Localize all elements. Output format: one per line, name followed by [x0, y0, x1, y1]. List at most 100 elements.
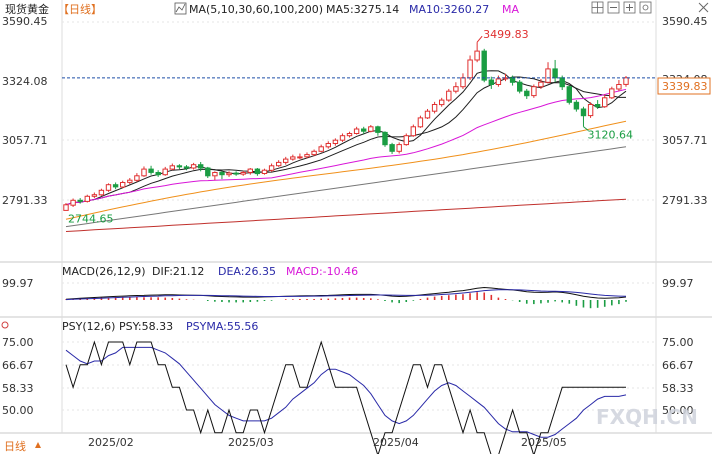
candle-body: [594, 104, 601, 108]
candle-body: [488, 79, 495, 85]
candle-body: [481, 50, 487, 81]
ma-line-ma60: [65, 120, 627, 220]
last-price-tag: [657, 77, 711, 95]
candle-body: [134, 175, 140, 181]
x-axis-label: 2025/03: [228, 436, 274, 449]
candle-body: [382, 131, 388, 146]
period-selector[interactable]: 日线: [4, 439, 41, 453]
candle-body: [70, 199, 76, 206]
recent-low-annotation: 3120.64: [587, 129, 633, 142]
close-icon[interactable]: [698, 2, 709, 13]
candle-body: [283, 158, 289, 163]
candle-body: [623, 77, 629, 85]
high-annotation: 3499.83: [483, 28, 529, 41]
psy-tick-right: 58.33: [662, 382, 694, 395]
candle-body: [268, 165, 275, 171]
candle-body: [587, 104, 594, 117]
grid-icon[interactable]: [591, 1, 604, 14]
candle-body: [517, 81, 523, 92]
ma-line-ma200: [65, 198, 627, 232]
psy-tick-right: 50.00: [662, 404, 694, 417]
candle-body: [431, 104, 438, 112]
candle-body: [531, 86, 537, 97]
period-selector-label[interactable]: 日线: [4, 439, 26, 453]
candle-body: [545, 68, 551, 83]
candle-body: [290, 156, 296, 160]
candle-body: [361, 128, 367, 132]
macd-title: MACD(26,12,9): [62, 265, 146, 278]
candle-body: [616, 84, 622, 90]
candle-body: [509, 77, 516, 83]
candle-body: [573, 101, 580, 110]
instrument-name: 现货黄金: [5, 2, 49, 16]
ma-line-ma30: [65, 88, 627, 206]
triangle-up-icon[interactable]: [35, 442, 41, 448]
candle-body: [467, 59, 473, 79]
ma-more-label: MA: [502, 3, 519, 16]
price-tick-left: 2791.33: [2, 194, 48, 207]
psy-value: PSY:58.33: [119, 320, 173, 333]
candle-body: [190, 164, 197, 169]
macd-dea-value: DEA:26.35: [218, 265, 276, 278]
price-tick-left: 3057.71: [2, 134, 48, 147]
candle-body: [148, 168, 154, 173]
candle-body: [276, 161, 282, 167]
candle-body: [98, 189, 105, 196]
settings-small-icon[interactable]: [1, 321, 9, 329]
candle-body: [105, 184, 112, 191]
minus-icon[interactable]: [607, 1, 620, 14]
candle-body: [566, 86, 572, 103]
price-tick-right: 3057.71: [662, 134, 708, 147]
ma-line-ma100: [65, 146, 627, 228]
candle-body: [410, 126, 417, 137]
price-tick-right: 2791.33: [662, 194, 708, 207]
candle-body: [198, 164, 204, 169]
macd-dif-value: DIF:21.12: [152, 265, 204, 278]
candle-body: [120, 182, 126, 188]
price-grid: [62, 21, 656, 201]
candle-body: [552, 68, 558, 79]
candle-body: [460, 77, 466, 88]
candle-body: [91, 194, 98, 197]
candle-body: [439, 99, 445, 106]
settings-icon[interactable]: [639, 1, 652, 14]
candle-body: [63, 204, 69, 211]
macd-tick-left: 99.97: [2, 277, 34, 290]
candle-body: [162, 168, 168, 176]
watermark: FXQH.CN: [596, 405, 698, 429]
plus-icon[interactable]: [623, 1, 636, 14]
candle-body: [226, 172, 232, 176]
psy-line: [65, 340, 626, 457]
candle-body: [169, 165, 176, 170]
candlesticks: [63, 42, 629, 211]
x-axis-label: 2025/02: [88, 436, 134, 449]
psy-tick-left: 66.67: [2, 359, 34, 372]
candle-body: [602, 97, 608, 108]
price-tick-left: 3324.08: [2, 75, 48, 88]
psy-tick-left: 50.00: [2, 404, 34, 417]
candle-body: [424, 110, 431, 119]
candle-body: [332, 139, 339, 144]
candle-body: [403, 135, 410, 146]
candle-body: [240, 172, 246, 175]
candle-body: [112, 184, 119, 188]
period-label[interactable]: 【日线】: [58, 2, 102, 16]
ma-toggle-icon[interactable]: [174, 2, 187, 15]
candle-body: [155, 172, 161, 176]
macd-dea-line: [65, 289, 627, 301]
candle-body: [609, 88, 615, 99]
ma-line-ma10: [65, 76, 626, 206]
psy-tick-left: 58.33: [2, 382, 34, 395]
candle-body: [353, 128, 360, 134]
macd-dif-line: [65, 286, 627, 300]
psyma-value: PSYMA:55.56: [186, 320, 258, 333]
candle-body: [261, 169, 268, 174]
candle-body: [474, 50, 480, 61]
candle-body: [304, 154, 310, 158]
candle-body: [495, 78, 502, 86]
candle-body: [318, 146, 324, 152]
candle-body: [254, 168, 261, 175]
candle-body: [417, 117, 424, 128]
